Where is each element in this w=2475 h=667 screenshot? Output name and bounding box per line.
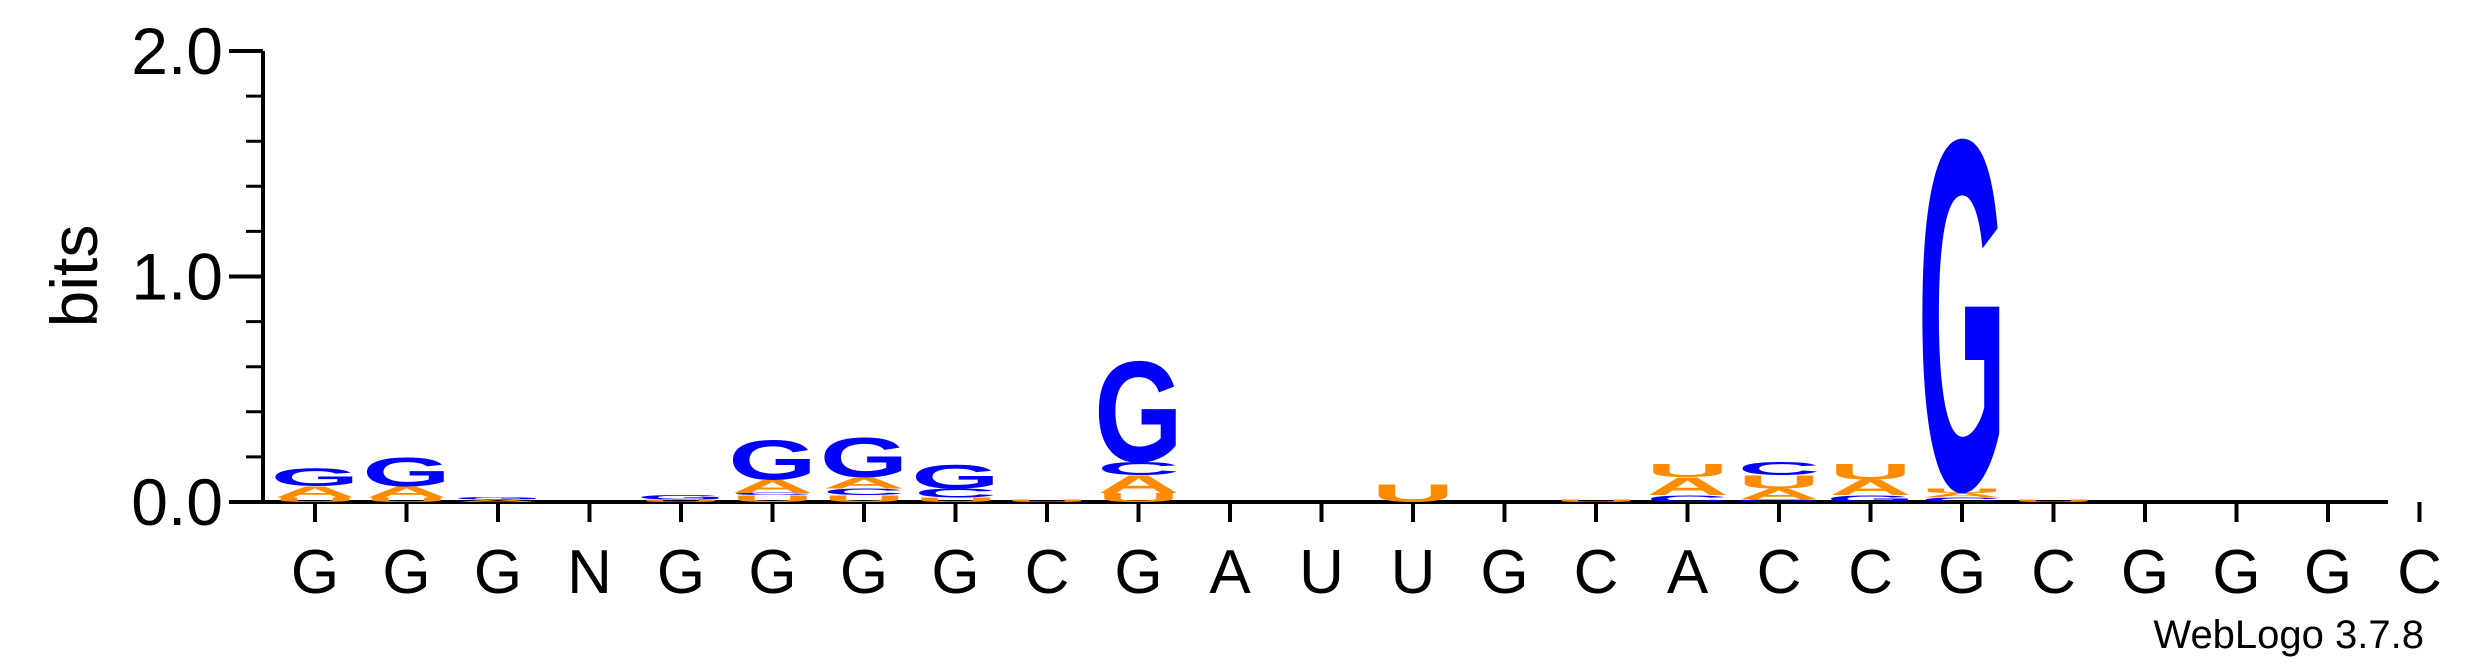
logo-letter: A — [823, 474, 905, 492]
logo-letter: U — [640, 499, 722, 502]
logo-letter: U — [1738, 472, 1820, 493]
axes: 0.0 1.0 2.0 bits — [37, 14, 2422, 539]
logo-letter: G — [362, 450, 451, 495]
x-tick-label: G — [840, 538, 888, 607]
logo-letter: U — [1921, 487, 2003, 494]
logo-letter: G — [820, 427, 909, 490]
x-tick-label: G — [1114, 538, 1162, 607]
x-tick-label: N — [567, 538, 612, 607]
logo-letter: U — [823, 494, 905, 504]
logo-letter: G — [911, 457, 1000, 495]
x-tick-label: G — [1480, 538, 1528, 607]
x-tick-label: G — [382, 538, 430, 607]
logo-letter: C — [731, 492, 813, 495]
x-tick-label: G — [2304, 538, 2352, 607]
logo-letter: G — [728, 429, 817, 492]
logo-letter: U — [1372, 480, 1454, 508]
logo-letter: U — [1555, 499, 1637, 502]
logo-letter: U — [1646, 460, 1728, 481]
logo-letter: C — [823, 487, 905, 497]
x-tick-label: C — [1025, 538, 1070, 607]
x-tick-label: G — [931, 538, 979, 607]
logo-letter: U — [2012, 499, 2094, 502]
logo-letter: C — [1738, 458, 1820, 479]
x-tick-label: G — [474, 538, 522, 607]
logo-letter: G — [1735, 499, 1824, 502]
logo-letter: A — [1921, 492, 2003, 499]
logo-letter: G — [637, 494, 726, 501]
logo-letter: A — [731, 476, 813, 497]
x-tick-label: C — [2397, 538, 2442, 607]
logo-letter: C — [1097, 458, 1179, 479]
logo-letter: A — [1646, 473, 1728, 501]
logo-letter: A — [1829, 476, 1911, 500]
weblogo-credit: WebLogo 3.7.8 — [2153, 613, 2424, 657]
x-tick-label: G — [657, 538, 705, 607]
x-tick-label: G — [2121, 538, 2169, 607]
y-tick-label: 0.0 — [131, 465, 223, 539]
logo-letter: C — [1646, 494, 1728, 504]
logo-letter: A — [1738, 486, 1820, 504]
y-axis-label: bits — [37, 225, 111, 328]
logo-letter: U — [1829, 460, 1911, 484]
logo-letter: U — [914, 496, 996, 503]
x-tick-label: G — [291, 538, 339, 607]
y-ticks: 0.0 1.0 2.0 — [131, 14, 263, 539]
x-tick-label: C — [1757, 538, 1802, 607]
logo-letter: U — [731, 494, 813, 504]
logo-letter: A — [1097, 470, 1179, 498]
x-tick-label: A — [1209, 538, 1251, 607]
logo-letter: G — [1094, 330, 1183, 492]
logo-letter: G — [454, 497, 543, 500]
logo-letter: U — [274, 496, 356, 503]
x-tick-label: A — [1667, 538, 1709, 607]
y-tick-label: 1.0 — [131, 240, 223, 314]
logo-letter: G — [1826, 494, 1915, 504]
logo-letter: G — [271, 464, 360, 492]
x-ticks — [313, 502, 2422, 522]
x-tick-label: C — [1574, 538, 1619, 607]
x-tick-label: G — [1938, 538, 1986, 607]
x-tick-label: G — [2212, 538, 2260, 607]
logo-letter: U — [365, 496, 447, 503]
logo-letter: U — [1097, 491, 1179, 505]
logo-letter: U — [1006, 499, 1088, 502]
logo-letter: A — [274, 483, 356, 501]
x-tick-label: C — [1848, 538, 1893, 607]
logo-letter: C — [1921, 496, 2003, 503]
x-tick-label: C — [2031, 538, 2076, 607]
logo-letter: A — [457, 499, 539, 502]
y-tick-label: 2.0 — [131, 14, 223, 88]
y-minor-ticks — [246, 94, 263, 459]
logo-letter: G — [1918, 36, 2007, 596]
logo-letter: A — [365, 483, 447, 501]
x-tick-label: U — [1391, 538, 1436, 607]
x-tick-label: G — [748, 538, 796, 607]
logo-letter: C — [914, 486, 996, 500]
x-tick-label: U — [1299, 538, 1344, 607]
